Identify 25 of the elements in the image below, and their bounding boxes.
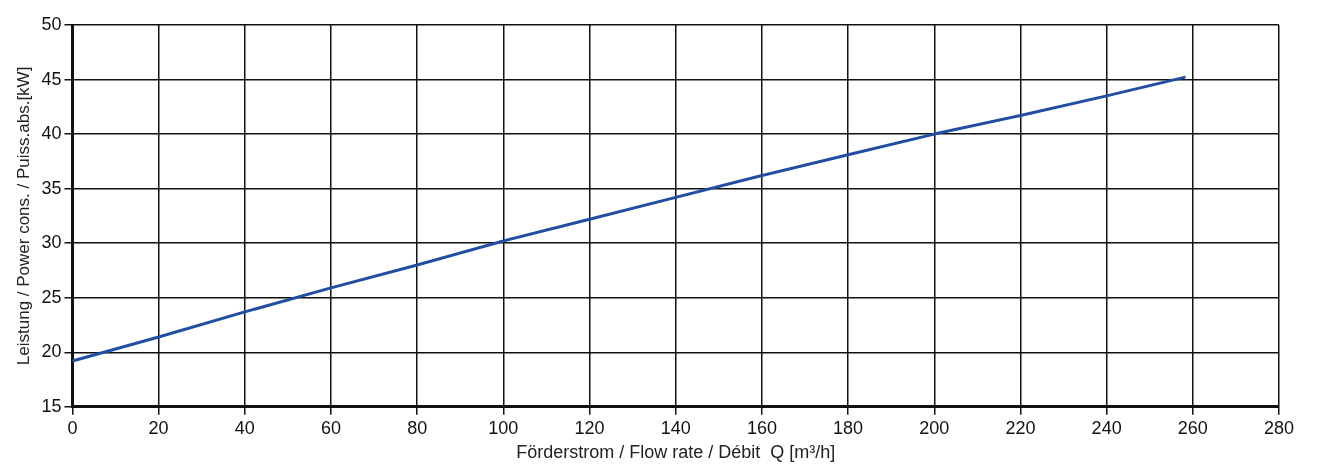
y-tick-label: 45 [41,68,62,89]
x-tick-label: 140 [660,417,691,438]
x-tick-label: 80 [407,417,428,438]
x-tick-label: 240 [1091,417,1122,438]
y-axis-title: Leistung / Power cons. / Puiss.abs.[kW] [13,66,33,366]
y-tick-label: 25 [41,286,62,307]
x-tick-label: 260 [1177,417,1208,438]
y-tick-label: 35 [41,177,62,198]
y-tick-label: 30 [41,232,62,253]
x-tick-label: 0 [67,417,78,438]
x-tick-label: 160 [746,417,777,438]
y-tick-label: 50 [41,13,62,34]
x-tick-label: 180 [833,417,864,438]
y-tick-label: 20 [41,341,62,362]
x-tick-label: 200 [919,417,950,438]
y-tick-label: 15 [41,395,62,416]
x-tick-label: 40 [234,417,255,438]
x-tick-label: 280 [1263,417,1295,438]
x-tick-label: 20 [148,417,169,438]
x-tick-label: 120 [574,417,605,438]
y-tick-label: 40 [41,123,62,144]
x-tick-label: 100 [488,417,519,438]
x-tick-label: 220 [1005,417,1036,438]
x-tick-label: 60 [320,417,341,438]
x-axis-title: Förderstrom / Flow rate / Débit Q [m³/h] [516,442,836,463]
